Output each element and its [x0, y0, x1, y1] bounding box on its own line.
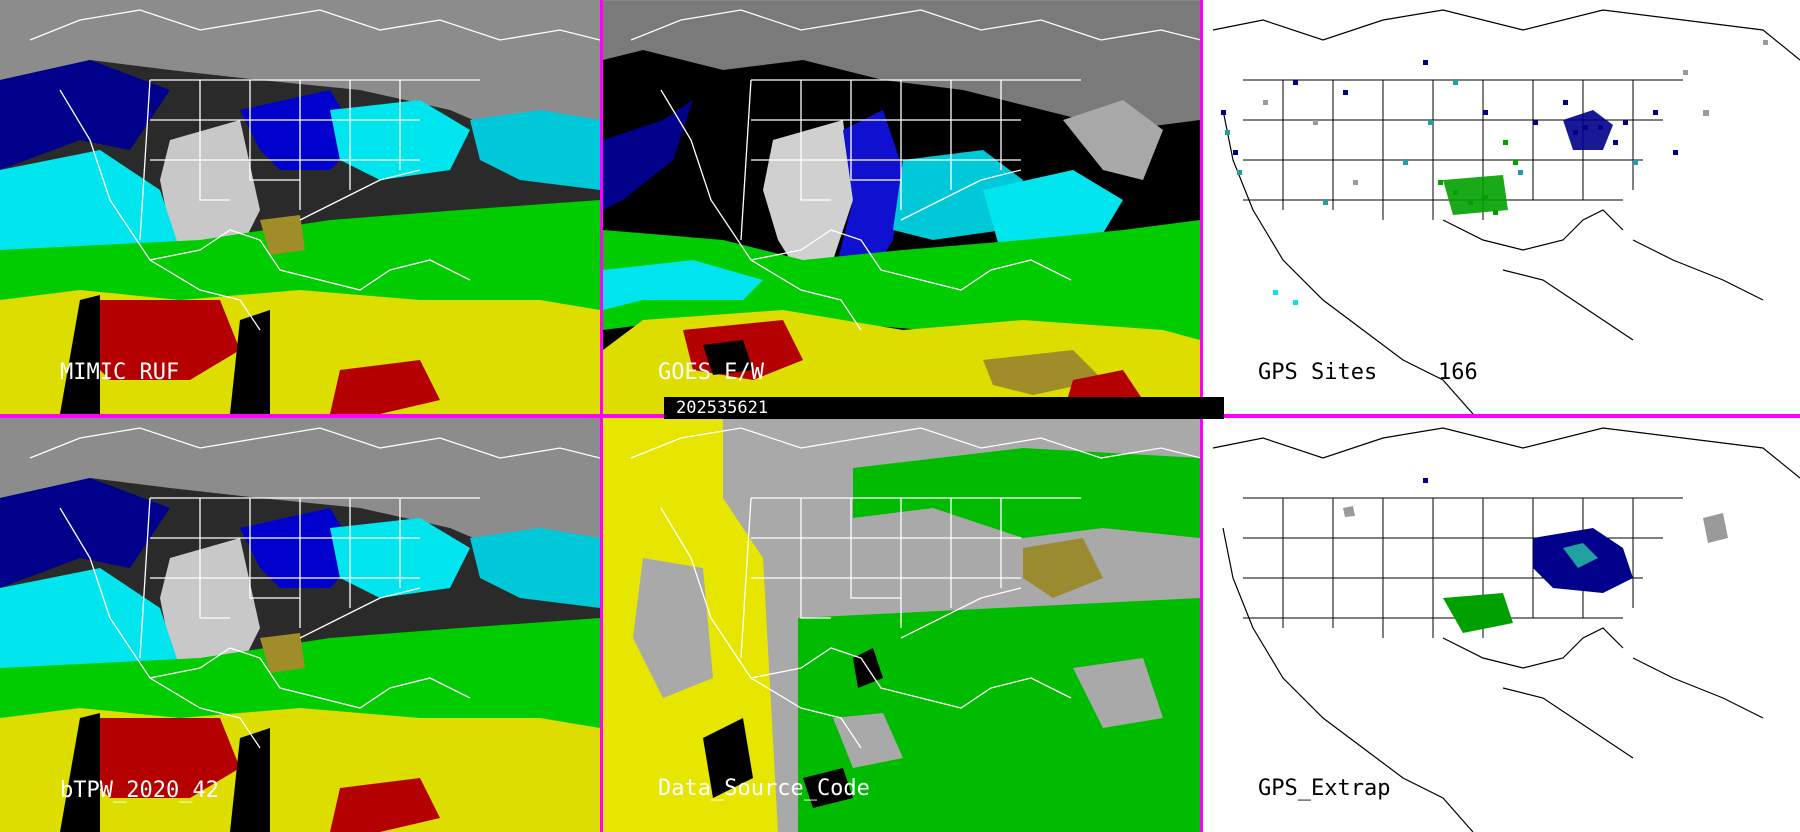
panel-label-mimic-ruf: MIMIC RUF — [60, 360, 180, 385]
goes-map — [603, 0, 1200, 414]
tpw-map-bottom — [0, 418, 600, 832]
gps-station-markers — [1221, 40, 1768, 305]
panel-gps-sites: GPS Sites 166 — [1203, 0, 1800, 414]
timestamp-bar: 202535621 — [664, 397, 1224, 419]
panel-gps-extrap: GPS_Extrap — [1203, 418, 1800, 832]
gps-site-count: 166 — [1438, 360, 1478, 385]
panel-label-btpw: bTPW_2020_42 — [60, 778, 219, 803]
panel-label-goes-ew: GOES E/W — [658, 360, 764, 385]
data-source-map — [603, 418, 1200, 832]
gps-sites-map — [1203, 0, 1800, 414]
panel-label-gps-sites: GPS Sites — [1258, 360, 1378, 385]
panel-data-source-code: Data_Source_Code — [603, 418, 1200, 832]
panel-mimic-ruf: MIMIC RUF — [0, 0, 600, 414]
gps-extrap-map — [1203, 418, 1800, 832]
tpw-map-top — [0, 0, 600, 414]
panel-label-data-source-code: Data_Source_Code — [658, 776, 870, 801]
timestamp-text: 202535621 — [676, 398, 769, 418]
panel-label-gps-extrap: GPS_Extrap — [1258, 776, 1391, 801]
panel-goes-ew: GOES E/W — [603, 0, 1200, 414]
panel-btpw: bTPW_2020_42 — [0, 418, 600, 832]
